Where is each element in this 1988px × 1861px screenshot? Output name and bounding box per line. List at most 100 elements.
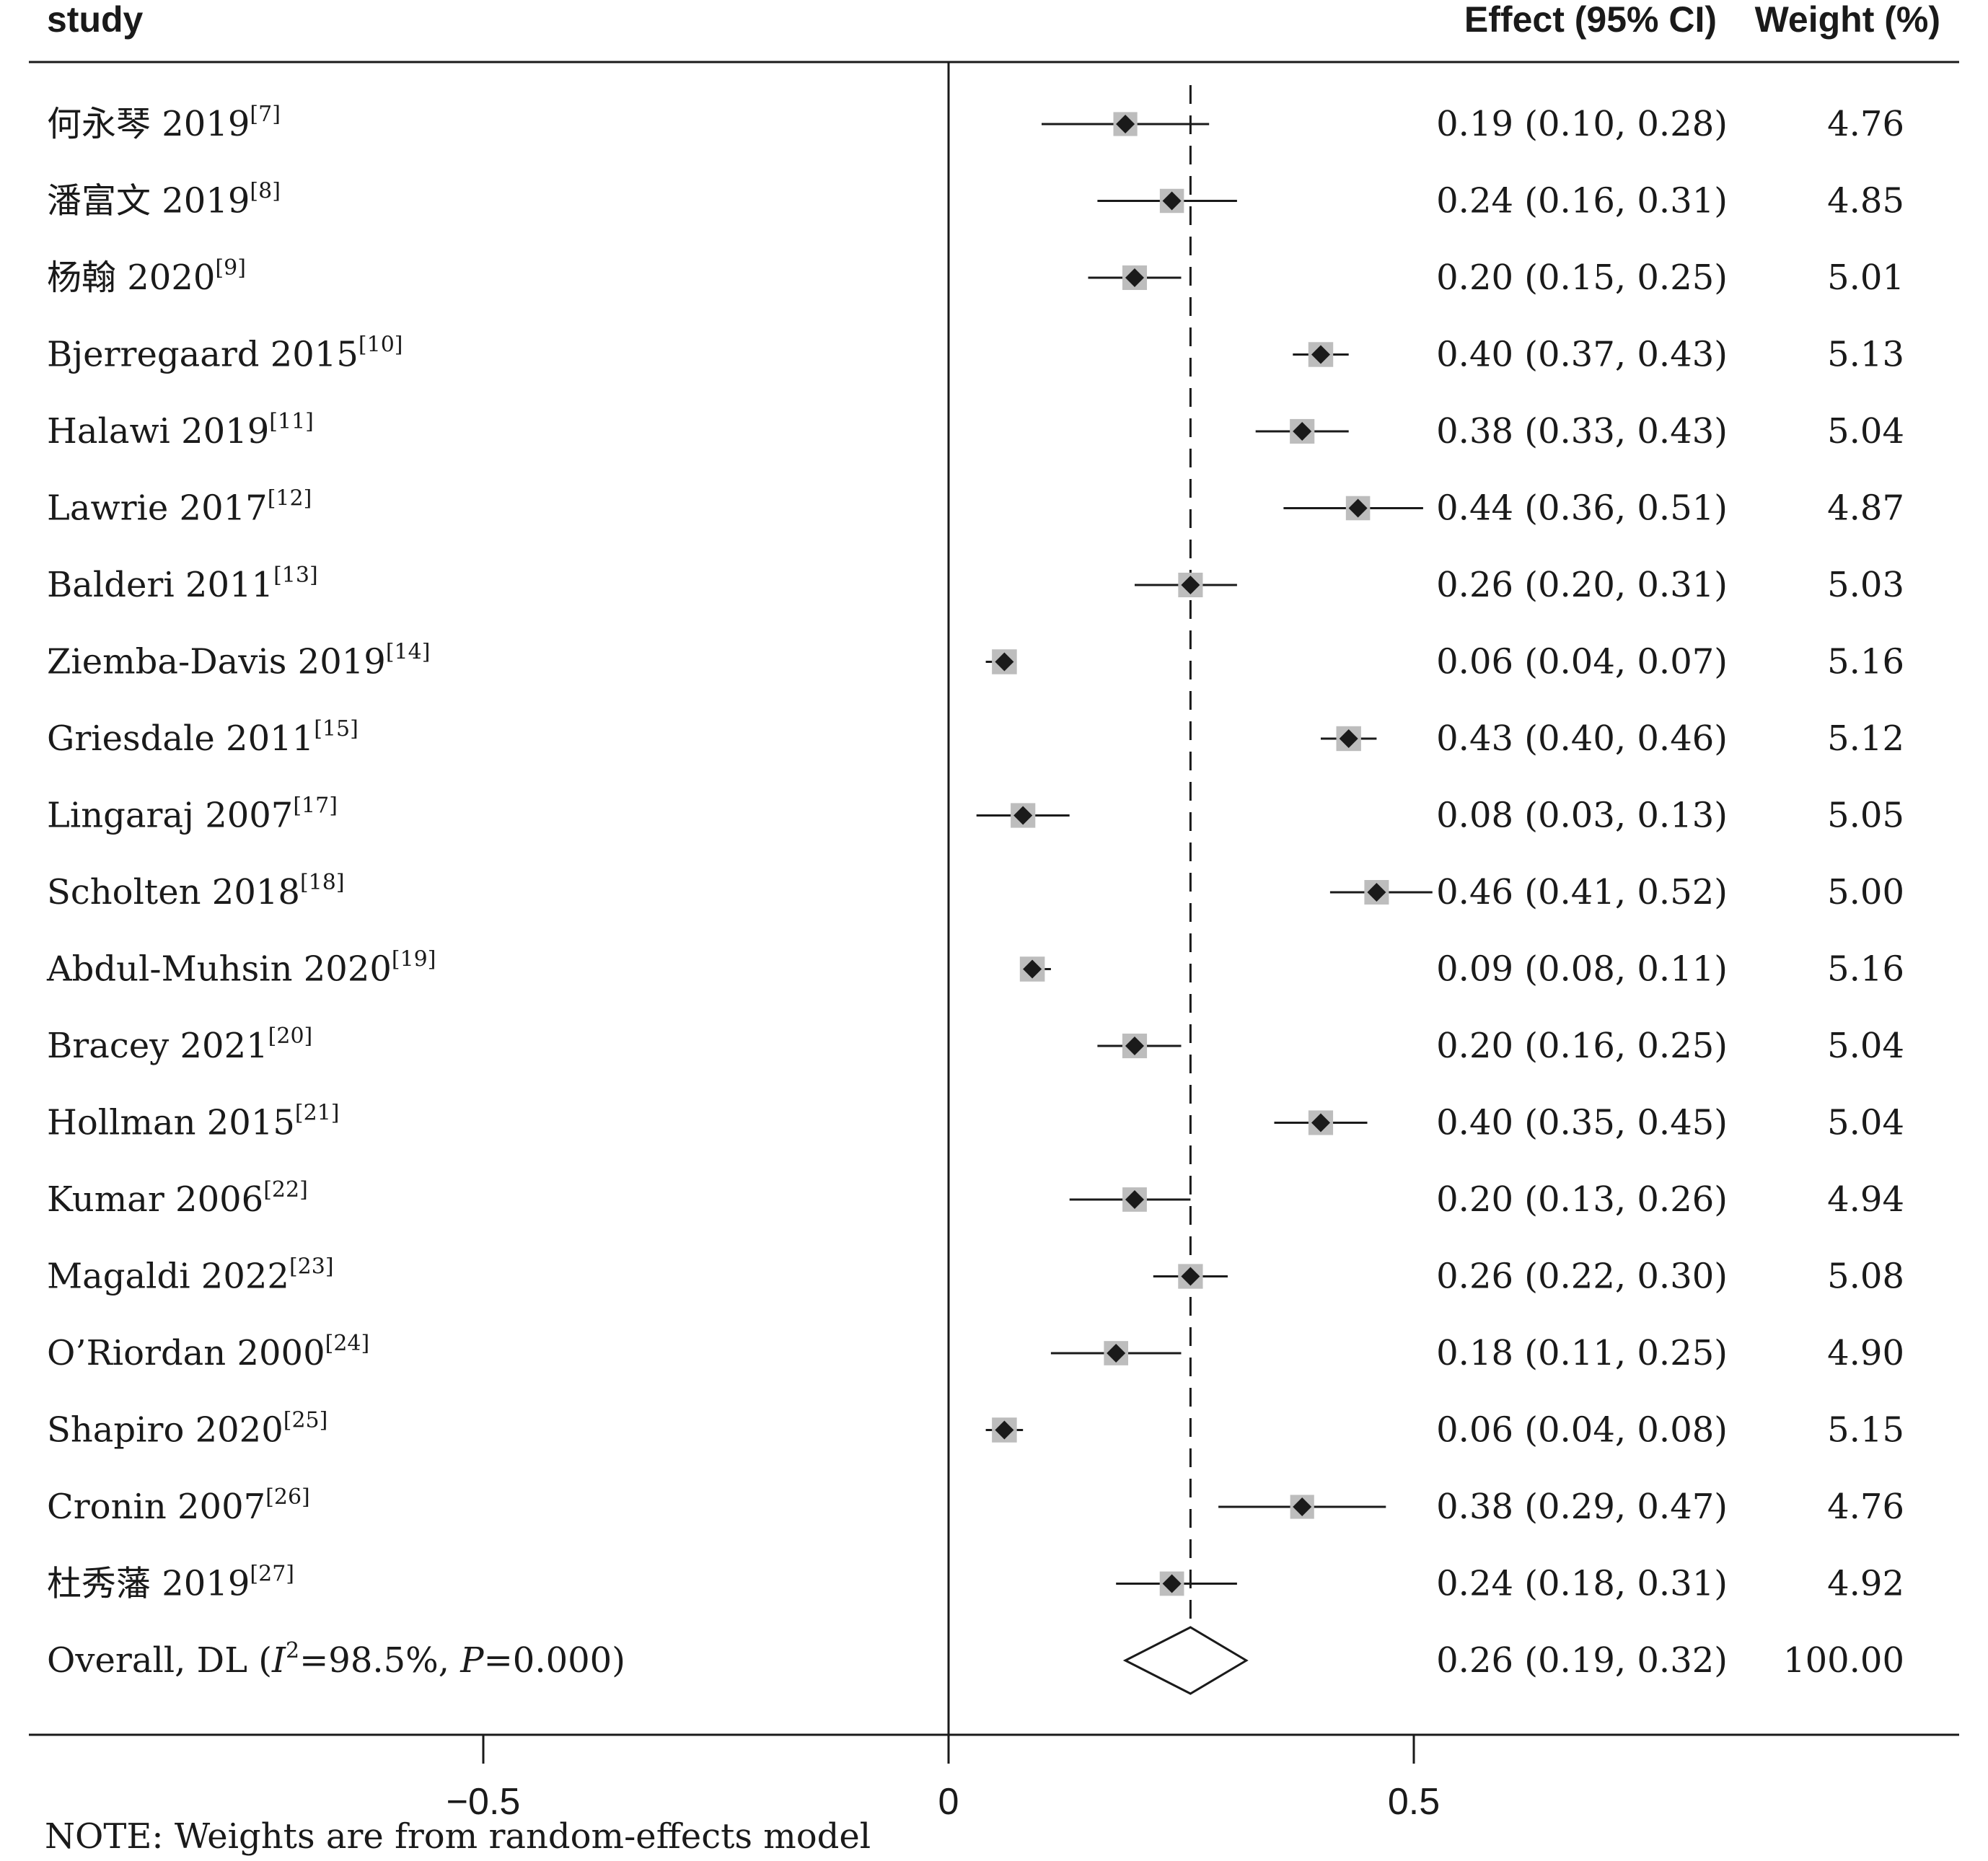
effect-ci-text: 0.09 (0.08, 0.11) — [1436, 949, 1728, 990]
weight-text: 4.94 — [1827, 1179, 1904, 1220]
weight-text: 4.85 — [1827, 181, 1904, 221]
study-row: Kumar 2006[22] 0.20 (0.13, 0.26) 4.94 — [47, 1177, 1904, 1220]
study-label: Cronin 2007[26] — [47, 1484, 310, 1527]
study-label: O’Riordan 2000[24] — [47, 1331, 369, 1373]
study-row: 杨翰 2020[9] 0.20 (0.15, 0.25) 5.01 — [47, 255, 1904, 298]
study-row: Hollman 2015[21] 0.40 (0.35, 0.45) 5.04 — [47, 1101, 1904, 1143]
weight-text: 5.04 — [1827, 411, 1904, 452]
effect-ci-text: 0.20 (0.16, 0.25) — [1436, 1026, 1728, 1066]
study-label: 潘富文 2019[8] — [47, 179, 281, 221]
study-row: 潘富文 2019[8] 0.24 (0.16, 0.31) 4.85 — [47, 179, 1904, 221]
study-label: Lawrie 2017[12] — [47, 486, 312, 529]
study-row: Griesdale 2011[15] 0.43 (0.40, 0.46) 5.12 — [47, 716, 1904, 759]
weight-text: 4.87 — [1827, 488, 1904, 529]
overall-row: Overall, DL (I2=98.5%, P=0.000) 0.26 (0.1… — [47, 1626, 1904, 1695]
weight-text: 5.03 — [1827, 565, 1904, 605]
weight-text: 5.15 — [1827, 1410, 1904, 1451]
weight-text: 4.92 — [1827, 1564, 1904, 1604]
effect-marker — [1116, 115, 1135, 133]
study-row: Scholten 2018[18] 0.46 (0.41, 0.52) 5.00 — [47, 870, 1904, 912]
effect-marker — [1348, 498, 1368, 518]
effect-marker — [1125, 268, 1144, 287]
header-study: study — [47, 0, 144, 40]
study-row: Magaldi 2022[23] 0.26 (0.22, 0.30) 5.08 — [47, 1254, 1904, 1297]
effect-marker — [1293, 422, 1312, 441]
overall-ci-text: 0.26 (0.19, 0.32) — [1436, 1640, 1728, 1681]
effect-marker — [1125, 1190, 1144, 1209]
study-row: 杜秀藩 2019[27] 0.24 (0.18, 0.31) 4.92 — [47, 1562, 1904, 1604]
effect-marker — [995, 652, 1014, 672]
study-label: Hollman 2015[21] — [47, 1101, 340, 1143]
study-label: 杜秀藩 2019[27] — [47, 1562, 294, 1604]
overall-label: Overall, DL (I2=98.5%, P=0.000) — [47, 1638, 625, 1681]
effect-ci-text: 0.26 (0.22, 0.30) — [1436, 1257, 1728, 1297]
study-row: Abdul-Muhsin 2020[19] 0.09 (0.08, 0.11) 5.… — [46, 947, 1904, 990]
weight-text: 5.04 — [1827, 1103, 1904, 1143]
effect-marker — [1013, 806, 1033, 825]
effect-ci-text: 0.24 (0.16, 0.31) — [1436, 181, 1728, 221]
weight-text: 5.00 — [1827, 872, 1904, 912]
effect-ci-text: 0.20 (0.15, 0.25) — [1436, 258, 1728, 298]
x-tick-label: 0 — [938, 1781, 959, 1823]
effect-marker — [1181, 1267, 1200, 1286]
x-tick-label: −0.5 — [447, 1781, 521, 1823]
x-axis: −0.5 0 0.5 — [447, 62, 1440, 1823]
study-row: O’Riordan 2000[24] 0.18 (0.11, 0.25) 4.90 — [47, 1331, 1904, 1373]
weight-text: 5.16 — [1827, 642, 1904, 682]
header-weight: Weight (%) — [1755, 0, 1940, 40]
study-label: Lingaraj 2007[17] — [47, 793, 338, 836]
effect-ci-text: 0.40 (0.37, 0.43) — [1436, 335, 1728, 375]
x-tick-label: 0.5 — [1388, 1781, 1440, 1823]
effect-marker — [995, 1420, 1014, 1440]
effect-ci-text: 0.06 (0.04, 0.07) — [1436, 642, 1728, 682]
effect-ci-text: 0.38 (0.29, 0.47) — [1436, 1487, 1728, 1527]
study-label: Bjerregaard 2015[10] — [47, 333, 403, 375]
study-label: Balderi 2011[13] — [47, 563, 318, 605]
effect-ci-text: 0.46 (0.41, 0.52) — [1436, 872, 1728, 912]
study-row: Lawrie 2017[12] 0.44 (0.36, 0.51) 4.87 — [47, 486, 1904, 529]
effect-marker — [1162, 191, 1182, 211]
effect-marker — [1107, 1344, 1126, 1363]
study-label: Halawi 2019[11] — [47, 409, 314, 452]
effect-marker — [1181, 576, 1200, 594]
study-label: Shapiro 2020[25] — [47, 1408, 327, 1451]
effect-marker — [1293, 1497, 1312, 1516]
effect-marker — [1023, 959, 1042, 979]
weight-text: 5.01 — [1827, 258, 1904, 298]
weight-text: 5.13 — [1827, 335, 1904, 375]
effect-ci-text: 0.20 (0.13, 0.26) — [1436, 1179, 1728, 1220]
study-label: Scholten 2018[18] — [47, 870, 345, 912]
effect-ci-text: 0.44 (0.36, 0.51) — [1436, 488, 1728, 529]
effect-ci-text: 0.38 (0.33, 0.43) — [1436, 411, 1728, 452]
header-effect: Effect (95% CI) — [1464, 0, 1717, 40]
study-row: Bjerregaard 2015[10] 0.40 (0.37, 0.43) 5.1… — [47, 333, 1904, 375]
overall-diamond — [1122, 1626, 1249, 1695]
weight-text: 4.76 — [1827, 1487, 1904, 1527]
study-label: Bracey 2021[20] — [47, 1024, 312, 1066]
effect-ci-text: 0.24 (0.18, 0.31) — [1436, 1564, 1728, 1604]
study-label: Griesdale 2011[15] — [47, 716, 359, 759]
effect-marker — [1367, 883, 1386, 902]
study-row: Balderi 2011[13] 0.26 (0.20, 0.31) 5.03 — [47, 563, 1904, 605]
effect-ci-text: 0.40 (0.35, 0.45) — [1436, 1103, 1728, 1143]
study-row: Bracey 2021[20] 0.20 (0.16, 0.25) 5.04 — [47, 1024, 1904, 1066]
weight-text: 4.76 — [1827, 104, 1904, 144]
effect-marker — [1162, 1574, 1182, 1593]
overall-weight-text: 100.00 — [1783, 1640, 1904, 1681]
weight-text: 5.04 — [1827, 1026, 1904, 1066]
study-label: Magaldi 2022[23] — [47, 1254, 334, 1297]
weight-text: 4.90 — [1827, 1333, 1904, 1373]
study-row: Cronin 2007[26] 0.38 (0.29, 0.47) 4.76 — [47, 1484, 1904, 1527]
study-label: 何永琴 2019[7] — [47, 102, 281, 144]
effect-ci-text: 0.19 (0.10, 0.28) — [1436, 104, 1728, 144]
effect-ci-text: 0.43 (0.40, 0.46) — [1436, 718, 1728, 759]
study-label: Ziemba-Davis 2019[14] — [47, 640, 430, 682]
weight-text: 5.05 — [1827, 796, 1904, 836]
study-row: Lingaraj 2007[17] 0.08 (0.03, 0.13) 5.05 — [47, 793, 1904, 836]
effect-marker — [1339, 729, 1358, 748]
study-label: Abdul-Muhsin 2020[19] — [46, 947, 436, 990]
weight-text: 5.16 — [1827, 949, 1904, 990]
study-label: 杨翰 2020[9] — [47, 255, 246, 298]
study-row: Ziemba-Davis 2019[14] 0.06 (0.04, 0.07) 5.… — [47, 640, 1904, 682]
study-row: Shapiro 2020[25] 0.06 (0.04, 0.08) 5.15 — [47, 1408, 1904, 1451]
